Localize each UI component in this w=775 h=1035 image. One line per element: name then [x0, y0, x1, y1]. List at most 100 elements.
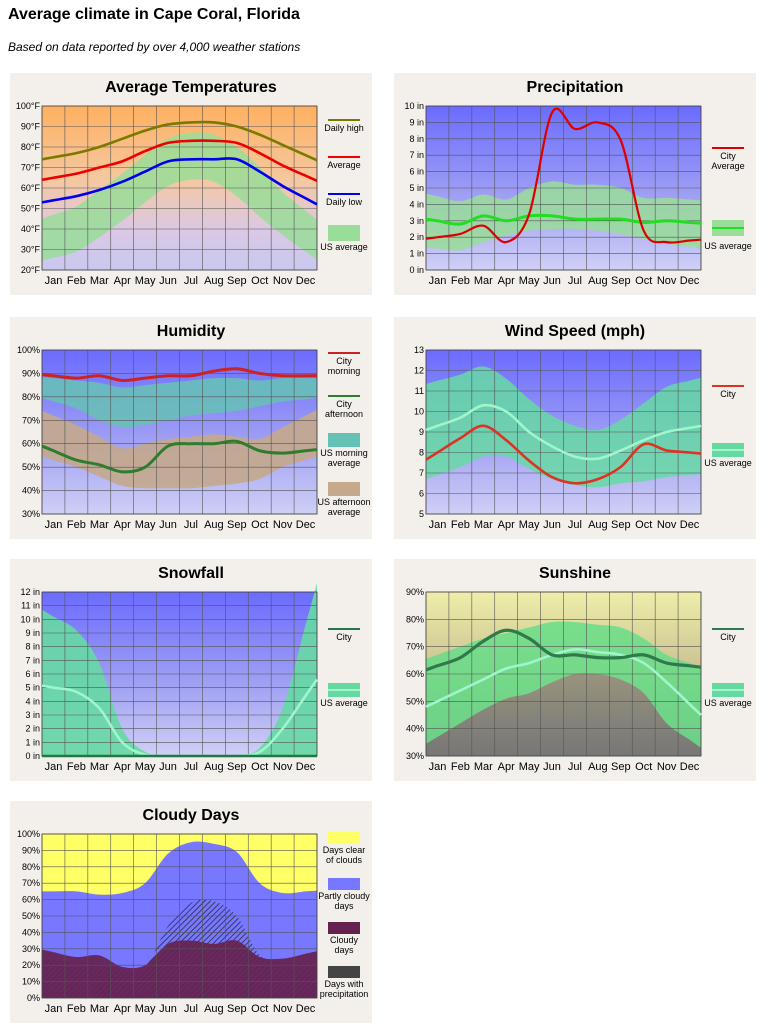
- x-tick-label: Dec: [296, 275, 316, 287]
- x-tick-label: Apr: [498, 519, 515, 531]
- x-tick-label: Aug: [204, 275, 224, 287]
- x-tick-label: Apr: [114, 275, 131, 287]
- y-tick-label: 4 in: [25, 696, 40, 706]
- y-tick-label: 90%: [22, 845, 40, 855]
- y-tick-label: 3 in: [409, 216, 424, 226]
- legend-swatch: [328, 482, 360, 496]
- snowfall-panel: Snowfall 0 in 1 in 2 in 3 in 4 in 5 in 6 in 7 in…: [10, 559, 372, 781]
- y-tick-label: 5: [419, 509, 424, 519]
- x-tick-label: Apr: [498, 761, 515, 773]
- y-tick-label: 10 in: [404, 101, 424, 111]
- y-tick-label: 40%: [406, 724, 424, 734]
- x-tick-label: Mar: [474, 519, 493, 531]
- y-tick-label: 50%: [406, 696, 424, 706]
- legend-label: US afternoon average: [317, 497, 370, 517]
- chart-title: Humidity: [157, 323, 226, 340]
- x-tick-label: Dec: [680, 275, 700, 287]
- y-tick-label: 6 in: [409, 167, 424, 177]
- x-tick-label: Jul: [184, 1003, 198, 1015]
- x-tick-label: Feb: [451, 519, 470, 531]
- x-tick-label: Sep: [611, 275, 631, 287]
- x-tick-label: Oct: [635, 519, 652, 531]
- legend-label: US average: [704, 458, 752, 468]
- y-tick-label: 4 in: [409, 199, 424, 209]
- x-tick-label: May: [135, 275, 156, 287]
- x-tick-label: Aug: [204, 519, 224, 531]
- x-tick-label: Mar: [90, 1003, 109, 1015]
- y-tick-label: 20%: [22, 960, 40, 970]
- legend-label: US average: [320, 242, 368, 252]
- y-tick-label: 60%: [406, 669, 424, 679]
- legend-label: Cloudy days: [330, 935, 359, 955]
- y-tick-label: 30%: [22, 944, 40, 954]
- legend-label: US average: [704, 241, 752, 251]
- y-tick-label: 7: [419, 468, 424, 478]
- y-tick-label: 100%: [17, 345, 40, 355]
- x-tick-label: Jun: [159, 1003, 177, 1015]
- y-tick-label: 9 in: [409, 117, 424, 127]
- x-tick-label: Jun: [159, 519, 177, 531]
- legend-swatch: [328, 878, 360, 890]
- x-tick-label: Feb: [67, 1003, 86, 1015]
- legend-label: City: [336, 632, 352, 642]
- x-tick-label: May: [135, 1003, 156, 1015]
- y-tick-label: 70%: [22, 878, 40, 888]
- chart-title: Sunshine: [539, 565, 611, 582]
- city-average-line: [425, 107, 702, 244]
- x-tick-label: Nov: [657, 761, 677, 773]
- legend-label: Days with precipitation: [320, 979, 369, 999]
- x-tick-label: Apr: [498, 275, 515, 287]
- y-tick-label: 80°F: [21, 142, 41, 152]
- x-tick-label: Aug: [588, 761, 608, 773]
- y-tick-label: 70°F: [21, 163, 41, 173]
- y-tick-label: 40%: [22, 927, 40, 937]
- x-tick-label: Jul: [184, 519, 198, 531]
- page-subtitle: Based on data reported by over 4,000 wea…: [8, 40, 301, 54]
- y-tick-label: 100°F: [16, 101, 41, 111]
- plot-border: [41, 349, 318, 515]
- cloudy-days-panel: Cloudy Days 0% 10% 20% 30% 40% 50% 60% 70% 80% 90%…: [10, 801, 372, 1023]
- temperature-chart: Average Temperatures 20°F 30°F 40°F 50°F 60°F…: [16, 79, 368, 287]
- temperature-panel: Average Temperatures 20°F 30°F 40°F 50°F 60°F…: [10, 73, 372, 295]
- y-tick-label: 50%: [22, 911, 40, 921]
- y-tick-label: 60%: [22, 895, 40, 905]
- y-tick-label: 80%: [22, 392, 40, 402]
- legend-label: City afternoon: [325, 399, 363, 419]
- x-tick-label: Jan: [45, 1003, 63, 1015]
- cloudy-days-chart: Cloudy Days 0% 10% 20% 30% 40% 50% 60% 70% 80% 90%…: [17, 807, 370, 1015]
- legend-swatch: [328, 433, 360, 447]
- legend-swatch: [328, 225, 360, 241]
- y-tick-label: 9 in: [25, 628, 40, 638]
- x-tick-label: May: [519, 519, 540, 531]
- x-tick-label: Dec: [680, 519, 700, 531]
- y-tick-label: 8 in: [409, 134, 424, 144]
- x-tick-label: Feb: [451, 275, 470, 287]
- y-tick-label: 8 in: [25, 642, 40, 652]
- y-tick-label: 30°F: [21, 245, 41, 255]
- legend-label: Partly cloudy days: [318, 891, 370, 911]
- legend-label: US average: [704, 698, 752, 708]
- plot-border: [41, 105, 318, 271]
- x-tick-label: Oct: [251, 519, 268, 531]
- plot-border: [425, 591, 702, 757]
- x-tick-label: Oct: [251, 275, 268, 287]
- y-tick-label: 5 in: [25, 683, 40, 693]
- y-tick-label: 20°F: [21, 265, 41, 275]
- legend-label: City morning: [328, 356, 361, 376]
- legend-label: Average: [327, 160, 360, 170]
- x-tick-label: Jun: [543, 275, 561, 287]
- x-tick-label: Dec: [680, 761, 700, 773]
- y-tick-label: 80%: [22, 862, 40, 872]
- x-tick-label: Jun: [543, 519, 561, 531]
- legend-swatch: [328, 832, 360, 844]
- page-title: Average climate in Cape Coral, Florida: [8, 6, 300, 23]
- legend-label: Daily low: [326, 197, 363, 207]
- x-tick-label: Jun: [159, 275, 177, 287]
- chart-title: Precipitation: [527, 79, 624, 96]
- y-tick-label: 0%: [27, 993, 40, 1003]
- daily-high-line: [41, 120, 318, 162]
- y-tick-label: 40%: [22, 486, 40, 496]
- x-tick-label: Sep: [611, 761, 631, 773]
- precipitation-panel: Precipitation 0 in 1 in 2 in 3 in 4 in 5 in 6 i…: [394, 73, 756, 295]
- x-tick-label: Sep: [227, 275, 247, 287]
